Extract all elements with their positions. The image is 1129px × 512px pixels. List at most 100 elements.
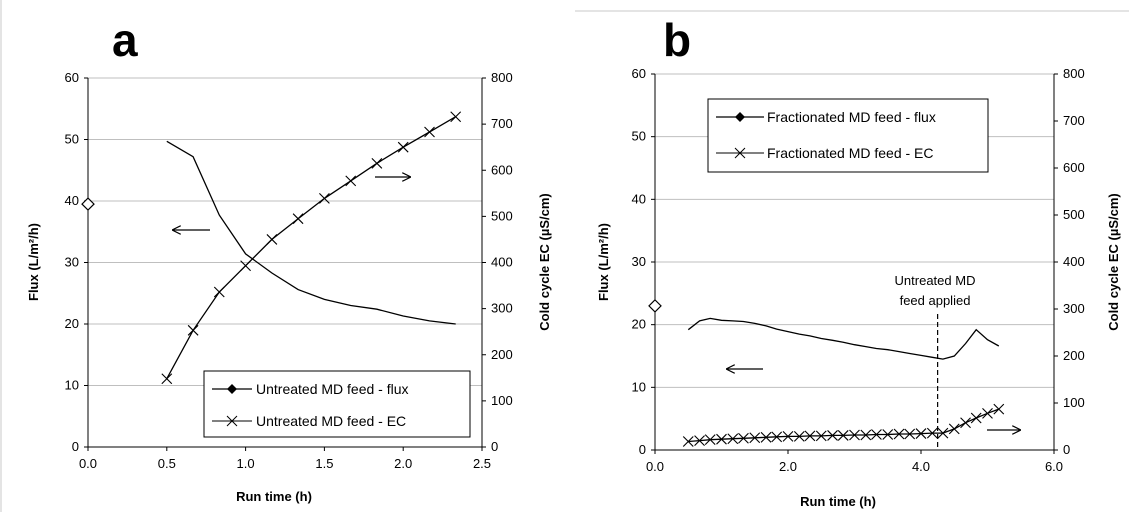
data-point-x bbox=[827, 430, 838, 441]
x-tick-a: 2.5 bbox=[473, 456, 491, 471]
data-point-x bbox=[849, 429, 860, 441]
y-tick-right-b: 0 bbox=[1063, 442, 1070, 457]
data-point-x bbox=[793, 430, 805, 442]
y-tick-right-b: 300 bbox=[1063, 301, 1085, 316]
legend-entry-a-ec: Untreated MD feed - EC bbox=[212, 413, 406, 429]
y-tick-left-b: 40 bbox=[632, 191, 646, 206]
data-point-x bbox=[760, 431, 772, 443]
y-tick-left-a: 30 bbox=[65, 255, 79, 270]
legend-marker-x-b bbox=[734, 147, 746, 159]
data-point-x bbox=[960, 417, 971, 429]
y-tick-left-a: 0 bbox=[72, 439, 79, 454]
y-tick-left-a: 60 bbox=[65, 70, 79, 85]
y-tick-left-a: 20 bbox=[65, 316, 79, 331]
y-axis-title-right-a: Cold cycle EC (µS/cm) bbox=[537, 193, 552, 331]
y-tick-right-a: 500 bbox=[491, 208, 513, 223]
data-point-x bbox=[187, 324, 199, 336]
x-tick-a: 0.0 bbox=[79, 456, 97, 471]
legend-marker-x-a bbox=[226, 415, 238, 427]
data-point-x bbox=[397, 141, 409, 153]
y-tick-right-a: 800 bbox=[491, 70, 513, 85]
x-tick-a: 1.0 bbox=[237, 456, 255, 471]
data-point-x bbox=[926, 427, 938, 439]
data-point-x bbox=[424, 126, 435, 138]
data-point-x bbox=[240, 260, 251, 272]
axes-b: 010203040506001002003004005006007008000.… bbox=[632, 66, 1085, 474]
legend-entry-a-flux: Untreated MD feed - flux bbox=[212, 381, 409, 397]
data-point-x bbox=[161, 373, 173, 385]
data-point-x bbox=[948, 423, 960, 435]
x-tick-b: 4.0 bbox=[912, 459, 930, 474]
y-tick-right-a: 300 bbox=[491, 301, 513, 316]
y-tick-left-b: 0 bbox=[639, 442, 646, 457]
annotation-line-2: feed applied bbox=[900, 293, 971, 308]
chart-panel-a: a 01020304050600100200300400500600700800… bbox=[26, 0, 552, 504]
series-line-a-1 bbox=[166, 116, 457, 380]
legend-box-b bbox=[707, 98, 989, 173]
series-line-b-0 bbox=[687, 317, 1000, 360]
data-point-x bbox=[345, 175, 357, 187]
x-tick-a: 1.5 bbox=[315, 456, 333, 471]
x-tick-a: 0.5 bbox=[158, 456, 176, 471]
data-point-x bbox=[716, 433, 727, 445]
y-tick-right-b: 100 bbox=[1063, 395, 1085, 410]
y-tick-left-b: 30 bbox=[632, 254, 646, 269]
legend-label-b-flux: Fractionated MD feed - flux bbox=[767, 109, 936, 125]
panel-label-b: b bbox=[663, 14, 691, 66]
data-point-x bbox=[860, 429, 872, 441]
axes-a: 010203040506001002003004005006007008000.… bbox=[65, 70, 513, 471]
x-tick-a: 2.0 bbox=[394, 456, 412, 471]
y-tick-left-a: 40 bbox=[65, 193, 79, 208]
x-axis-title-b: Run time (h) bbox=[800, 494, 876, 509]
data-point-x bbox=[319, 192, 330, 204]
y-axis-title-left-a: Flux (L/m²/h) bbox=[26, 223, 41, 301]
y-axis-title-right-b: Cold cycle EC (µS/cm) bbox=[1106, 193, 1121, 331]
y-tick-right-a: 600 bbox=[491, 162, 513, 177]
data-point-x bbox=[450, 111, 462, 123]
grid-lines-a bbox=[88, 77, 482, 386]
x-axis-title-a: Run time (h) bbox=[236, 489, 312, 504]
y-tick-right-a: 700 bbox=[491, 116, 513, 131]
data-point-x bbox=[937, 427, 949, 439]
series-group-a bbox=[81, 0, 462, 385]
y-tick-left-a: 50 bbox=[65, 132, 79, 147]
y-tick-right-a: 0 bbox=[491, 439, 498, 454]
data-point-x bbox=[970, 412, 982, 424]
data-point-x bbox=[815, 430, 827, 442]
y-tick-left-b: 50 bbox=[632, 129, 646, 144]
y-tick-right-b: 700 bbox=[1063, 113, 1085, 128]
data-point-x bbox=[882, 429, 894, 440]
data-point-x bbox=[904, 428, 916, 440]
data-point-x bbox=[266, 234, 278, 245]
x-tick-b: 6.0 bbox=[1045, 459, 1063, 474]
data-point-x bbox=[749, 432, 761, 444]
annotation-line-1: Untreated MD bbox=[895, 273, 976, 288]
data-point-x bbox=[694, 435, 705, 446]
y-tick-left-b: 20 bbox=[632, 317, 646, 332]
y-tick-right-b: 400 bbox=[1063, 254, 1085, 269]
series-group-b bbox=[648, 0, 1005, 450]
data-point-x bbox=[804, 430, 816, 442]
data-point-x bbox=[727, 433, 739, 445]
data-point-x bbox=[837, 430, 849, 441]
y-tick-left-b: 60 bbox=[632, 66, 646, 81]
legend-marker-diamond-b bbox=[735, 112, 745, 122]
legend-label-a-ec: Untreated MD feed - EC bbox=[256, 413, 406, 429]
data-point-x bbox=[771, 431, 783, 443]
legend-entry-b-flux: Fractionated MD feed - flux bbox=[716, 109, 936, 125]
y-tick-right-a: 400 bbox=[491, 255, 513, 270]
data-point-x bbox=[993, 403, 1005, 415]
data-point-x bbox=[704, 434, 716, 446]
data-point-x bbox=[871, 429, 882, 440]
series-line-a-0 bbox=[166, 140, 456, 325]
y-tick-right-b: 600 bbox=[1063, 160, 1085, 175]
data-point-x bbox=[782, 430, 794, 442]
legend-label-b-ec: Fractionated MD feed - EC bbox=[767, 145, 934, 161]
legend-entry-b-ec: Fractionated MD feed - EC bbox=[716, 145, 934, 161]
data-point-x bbox=[292, 213, 304, 225]
data-point-open-diamond bbox=[648, 299, 662, 313]
y-tick-left-a: 10 bbox=[65, 378, 79, 393]
y-tick-right-b: 800 bbox=[1063, 66, 1085, 81]
legend-a: Untreated MD feed - flux Untreated MD fe… bbox=[203, 370, 471, 438]
y-tick-right-a: 200 bbox=[491, 347, 513, 362]
